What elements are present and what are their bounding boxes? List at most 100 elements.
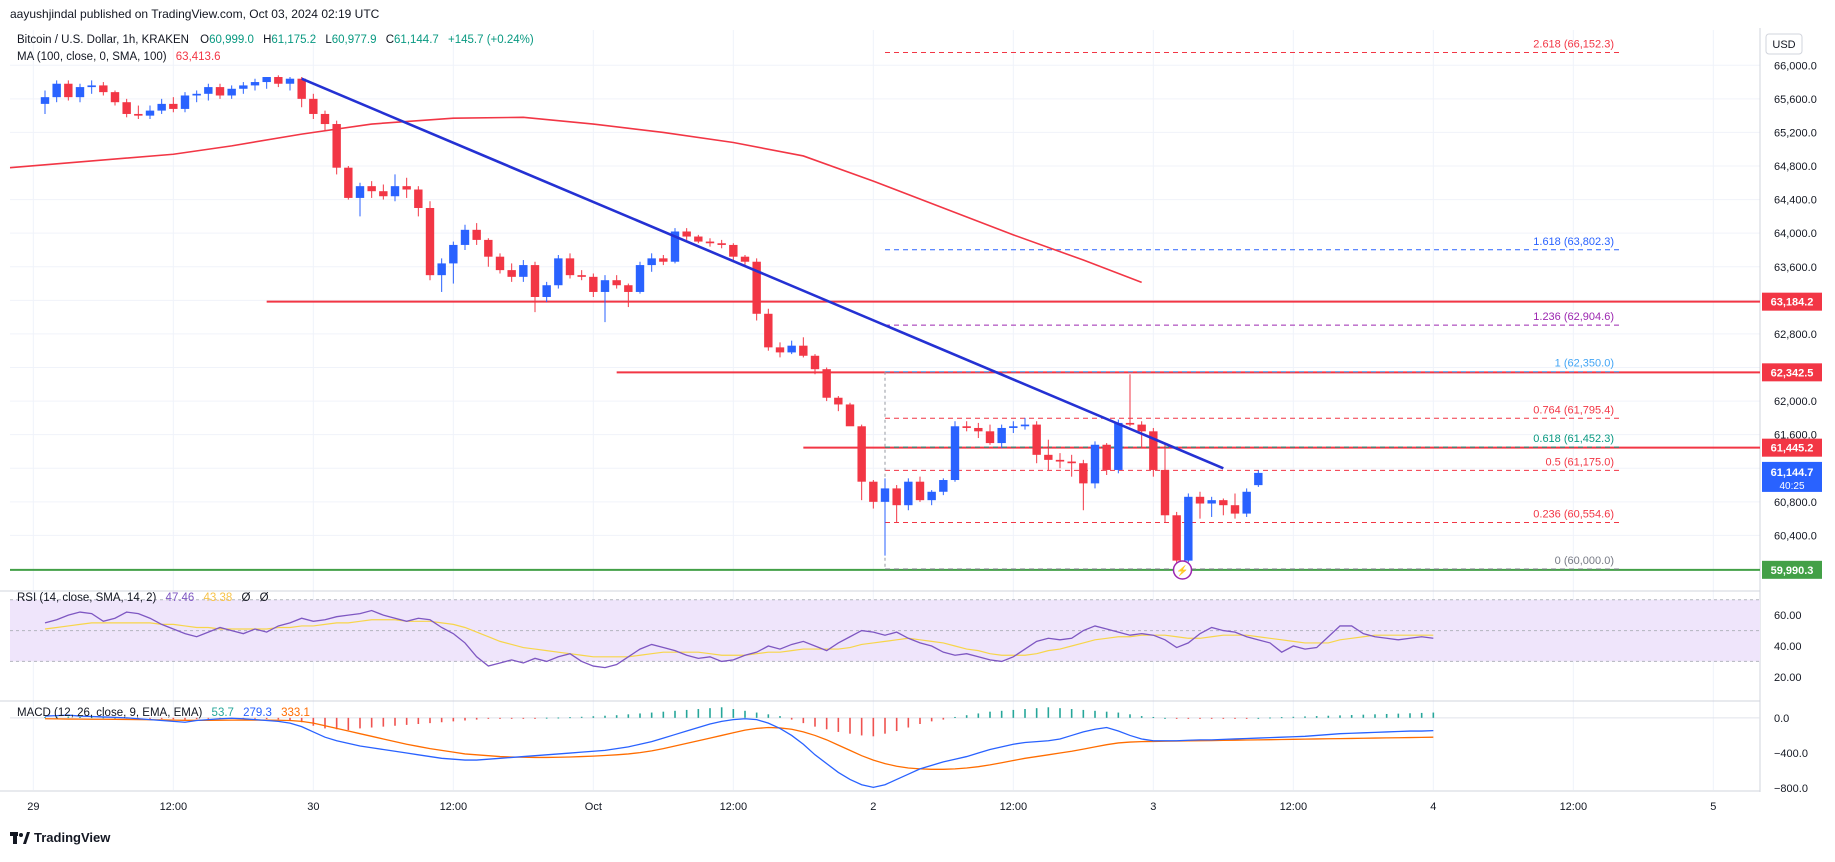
candle-body <box>1149 431 1158 470</box>
fib-level-label: 0.764 (61,795.4) <box>1533 404 1614 416</box>
candle-body <box>542 285 551 297</box>
macd-line-value: 279.3 <box>243 707 272 719</box>
candle-body <box>985 431 995 444</box>
macd-histogram-bar <box>370 717 373 728</box>
price-tag-box <box>1762 438 1822 457</box>
candle-body <box>484 239 493 257</box>
candle-body <box>787 345 796 353</box>
symbol-legend: Bitcoin / U.S. Dollar, 1h, KRAKEN O60,99… <box>17 34 534 46</box>
macd-histogram-bar <box>359 717 361 729</box>
candle-body <box>297 78 306 99</box>
macd-histogram-bar <box>347 717 350 731</box>
candle-body <box>1079 463 1088 484</box>
ma-label[interactable]: MA (100, close, 0, SMA, 100) <box>17 51 167 63</box>
candle-body <box>834 397 843 405</box>
macd-histogram-bar <box>312 717 315 726</box>
macd-histogram-bar <box>942 717 945 720</box>
event-marker-icon <box>1172 560 1193 580</box>
macd-histogram-bar <box>429 717 431 724</box>
macd-histogram-bar <box>825 717 828 730</box>
candle-body <box>425 207 435 276</box>
macd-histogram-bar <box>919 717 921 724</box>
macd-histogram-bar <box>417 717 420 724</box>
time-tick-label: 4 <box>1430 801 1436 813</box>
candle-body <box>904 481 913 506</box>
candle-body <box>145 110 155 116</box>
macd-histogram-bar <box>954 716 956 718</box>
macd-histogram-bar <box>545 717 548 719</box>
candle-body <box>1230 505 1240 514</box>
macd-histogram-bar <box>1035 708 1038 718</box>
macd-histogram-bar <box>977 713 980 718</box>
candle-body <box>402 186 411 190</box>
candle-body <box>1102 444 1111 470</box>
candle-body <box>880 488 890 502</box>
macd-histogram-bar <box>394 717 396 726</box>
candle-body <box>997 427 1006 444</box>
rsi-tick-label: 20.00 <box>1774 672 1802 684</box>
macd-histogram-bar <box>1327 715 1330 718</box>
macd-hist-value: 53.7 <box>211 707 234 719</box>
macd-histogram-bar <box>254 717 256 719</box>
macd-histogram-bar <box>767 714 770 718</box>
candle-body <box>659 258 668 262</box>
candle-body <box>717 243 726 245</box>
time-tick-label: 12:00 <box>720 801 748 813</box>
fib-level-label: 1 (62,350.0) <box>1555 358 1614 370</box>
candle-body <box>204 87 213 94</box>
brand-name: TradingView <box>34 830 111 845</box>
macd-histogram-bar <box>265 717 268 720</box>
macd-label[interactable]: MACD (12, 26, close, 9, EMA, EMA) <box>17 707 203 719</box>
macd-histogram-bar <box>732 709 735 718</box>
candle-body <box>495 256 505 271</box>
fib-level-label: 1.236 (62,904.6) <box>1533 311 1614 323</box>
macd-histogram-bar <box>510 717 513 719</box>
macd-histogram-bar <box>1175 717 1178 719</box>
macd-histogram-bar <box>1012 709 1015 718</box>
high-value: 61,175.2 <box>271 34 317 46</box>
candle-body <box>449 244 458 264</box>
candle-body <box>215 87 225 96</box>
macd-histogram-bar <box>755 712 758 718</box>
tradingview-brand[interactable]: TradingView <box>10 830 110 845</box>
change-value: +145.7 (+0.24%) <box>448 34 534 46</box>
macd-histogram-bar <box>277 717 280 720</box>
candle-body <box>472 229 481 240</box>
macd-histogram-bar <box>1432 712 1435 718</box>
macd-histogram-bar <box>709 708 711 718</box>
price-tick-label: 60,800.0 <box>1774 497 1817 509</box>
candle-body <box>1032 424 1041 455</box>
candle-body <box>1242 491 1251 514</box>
macd-tick-label: −400.0 <box>1774 748 1808 760</box>
low-value: 60,977.9 <box>331 34 377 46</box>
macd-histogram-bar <box>930 717 933 722</box>
time-tick-label: 2 <box>870 801 876 813</box>
candle-body <box>40 97 50 104</box>
candle-body <box>507 270 516 277</box>
candle-body <box>1009 426 1018 428</box>
candle-body <box>962 426 971 428</box>
candle-body <box>892 488 901 506</box>
fib-level-label: 0.236 (60,554.6) <box>1533 508 1614 520</box>
macd-histogram-bar <box>79 716 81 718</box>
price-tag-label: 63,184.2 <box>1771 297 1814 309</box>
macd-histogram-bar <box>860 717 863 736</box>
macd-signal-line <box>44 718 1434 770</box>
macd-legend: MACD (12, 26, close, 9, EMA, EMA) 53.7 2… <box>17 707 310 719</box>
macd-histogram-bar <box>1105 711 1108 718</box>
macd-histogram-bar <box>1339 715 1341 718</box>
time-tick-label: 12:00 <box>440 801 468 813</box>
symbol-title[interactable]: Bitcoin / U.S. Dollar, 1h, KRAKEN <box>17 34 189 46</box>
rsi-label[interactable]: RSI (14, close, SMA, 14, 2) <box>17 592 157 604</box>
rsi-ma-value: 43.38 <box>203 592 233 604</box>
candle-body <box>810 355 820 370</box>
candle-body <box>589 276 598 292</box>
macd-histogram-bar <box>195 717 198 720</box>
candle-body <box>75 87 85 98</box>
price-tag-label: 59,990.3 <box>1771 565 1814 577</box>
candle-body <box>554 258 563 286</box>
candle-body <box>519 265 528 277</box>
macd-histogram-bar <box>487 717 490 719</box>
candle-body <box>1125 422 1135 425</box>
